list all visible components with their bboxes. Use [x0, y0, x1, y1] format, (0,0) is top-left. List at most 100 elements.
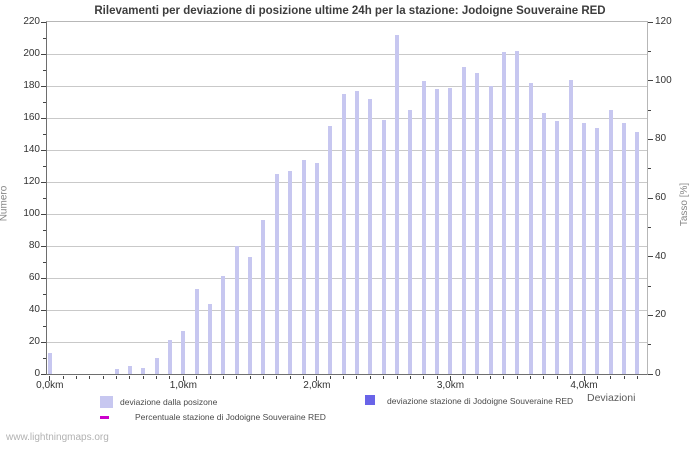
y-left-tick: [41, 341, 46, 343]
bar-deviation: [541, 113, 546, 374]
x-tick: [276, 376, 278, 379]
bar-deviation: [234, 246, 239, 374]
x-tick: [436, 376, 438, 379]
x-tick-label: 4,0km: [570, 380, 598, 391]
gridline: [47, 342, 647, 343]
legend-swatch-percent-line: [100, 416, 109, 419]
x-tick: [463, 376, 465, 379]
y-left-tick: [41, 53, 46, 55]
y-left-tick: [43, 197, 46, 199]
y-right-tick: [648, 314, 653, 316]
x-tick: [383, 376, 385, 379]
bar-deviation: [47, 353, 52, 374]
bar-deviation: [328, 126, 333, 374]
gridline: [47, 310, 647, 311]
bar-deviation: [261, 220, 266, 374]
y-left-tick: [41, 309, 46, 311]
y-axis-label-right: Tasso [%]: [679, 182, 691, 227]
x-tick: [449, 376, 451, 381]
x-tick: [610, 376, 612, 379]
y-right-tick: [648, 373, 653, 375]
y-right-tick: [648, 285, 651, 287]
gridline: [47, 54, 647, 55]
x-tick: [303, 376, 305, 379]
y-left-tick-label: 180: [23, 80, 40, 91]
y-left-tick: [43, 261, 46, 263]
y-left-tick-label: 20: [28, 336, 40, 347]
y-left-tick: [41, 21, 46, 23]
bar-deviation: [154, 358, 159, 374]
y-left-tick: [41, 373, 46, 375]
y-left-tick-label: 220: [23, 16, 40, 27]
x-tick: [196, 376, 198, 379]
bar-deviation: [608, 110, 613, 374]
x-tick: [583, 376, 585, 381]
x-tick: [570, 376, 572, 379]
legend-label-station: deviazione stazione di Jodoigne Souverai…: [387, 396, 574, 406]
bar-deviation: [301, 159, 306, 374]
gridline: [47, 246, 647, 247]
x-tick: [329, 376, 331, 379]
x-tick: [262, 376, 264, 379]
bar-deviation: [248, 257, 253, 374]
x-tick: [490, 376, 491, 379]
y-left-tick: [43, 37, 46, 39]
legend-swatch-deviation: [100, 396, 113, 408]
y-axis-label-left: Numero: [0, 185, 10, 222]
x-tick: [369, 376, 371, 379]
x-tick: [102, 376, 104, 379]
x-tick: [249, 376, 251, 379]
x-tick: [89, 376, 91, 379]
x-tick: [503, 376, 505, 379]
gridline: [47, 86, 647, 87]
x-tick: [343, 376, 345, 379]
bar-deviation: [127, 366, 132, 374]
bar-deviation: [515, 50, 520, 374]
y-left-tick: [43, 101, 46, 103]
y-left-tick: [43, 229, 46, 231]
x-tick: [236, 376, 238, 379]
y-left-tick-label: 120: [23, 176, 40, 187]
x-tick-label: 2,0km: [303, 380, 331, 391]
x-tick: [409, 376, 411, 379]
x-tick-label: 3,0km: [436, 380, 465, 391]
x-tick: [596, 376, 598, 379]
y-left-tick-label: 60: [28, 272, 40, 283]
bar-deviation: [595, 127, 600, 374]
y-left-tick-label: 160: [23, 112, 40, 123]
y-left-tick: [41, 277, 46, 279]
y-right-tick: [648, 21, 653, 23]
y-right-tick: [648, 256, 653, 258]
bar-deviation: [354, 90, 359, 374]
bar-deviation: [488, 86, 493, 374]
bar-deviation: [314, 162, 319, 374]
x-tick: [636, 376, 638, 379]
y-right-tick: [648, 80, 653, 82]
chart-title: Rilevamenti per deviazione di posizione …: [94, 5, 606, 17]
gridline: [47, 118, 647, 119]
y-right-tick: [648, 197, 653, 199]
x-tick: [530, 376, 532, 379]
gridline: [47, 214, 647, 215]
bar-deviation: [568, 79, 573, 374]
bar-deviation: [181, 330, 186, 374]
bar-deviation: [395, 34, 400, 374]
bar-deviation: [274, 174, 279, 374]
bar-deviation: [368, 98, 373, 374]
y-left-tick: [43, 69, 46, 71]
x-tick: [76, 376, 77, 379]
y-right-tick: [648, 109, 651, 111]
x-tick: [543, 376, 545, 379]
x-tick: [356, 376, 358, 379]
x-tick: [423, 376, 425, 379]
plot-area: [46, 21, 648, 375]
y-left-tick-label: 80: [28, 240, 40, 251]
y-right-tick: [648, 168, 651, 170]
legend-label-deviation: deviazione dalla posizone: [120, 397, 218, 407]
bar-deviation: [208, 303, 213, 374]
bar-deviation: [582, 122, 586, 374]
y-left-tick: [43, 165, 46, 167]
x-tick-label: 0,0km: [36, 380, 64, 391]
y-right-tick-label: 120: [655, 16, 672, 27]
